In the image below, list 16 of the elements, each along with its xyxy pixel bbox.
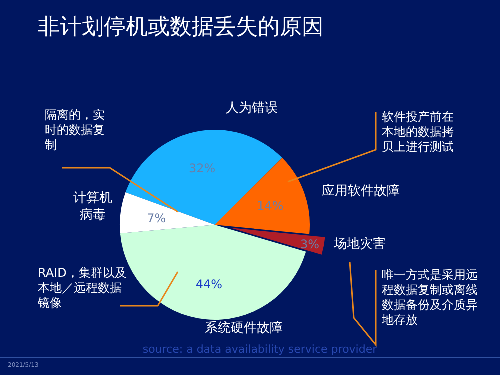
data-label: 14% — [257, 199, 284, 214]
slice-label: 计算机病毒 — [72, 190, 114, 224]
data-label: 44% — [196, 278, 223, 292]
text: 隔离的，实时的数据复制 — [45, 108, 105, 153]
slice-label: 应用软件故障 — [322, 183, 401, 200]
source-note: source: a data availability service provider — [142, 343, 378, 356]
data-label: 32% — [189, 161, 216, 176]
text: 唯一方式是采用远程数据复制或离线数据备份及介质异地存放 — [382, 268, 479, 328]
slice-label: 场地灾害 — [334, 236, 387, 253]
chart-title: 非计划停机或数据丢失的原因 — [38, 14, 325, 42]
text: RAID，集群以及本地／远程数据镜像 — [38, 266, 128, 311]
slice-label: 人为错误 — [226, 100, 279, 117]
data-label: 7% — [147, 211, 166, 226]
data-label: 3% — [300, 237, 320, 252]
text: 软件投产前在本地的数据拷贝上进行测试 — [382, 110, 455, 155]
slice-label: 系统硬件故障 — [205, 320, 284, 337]
